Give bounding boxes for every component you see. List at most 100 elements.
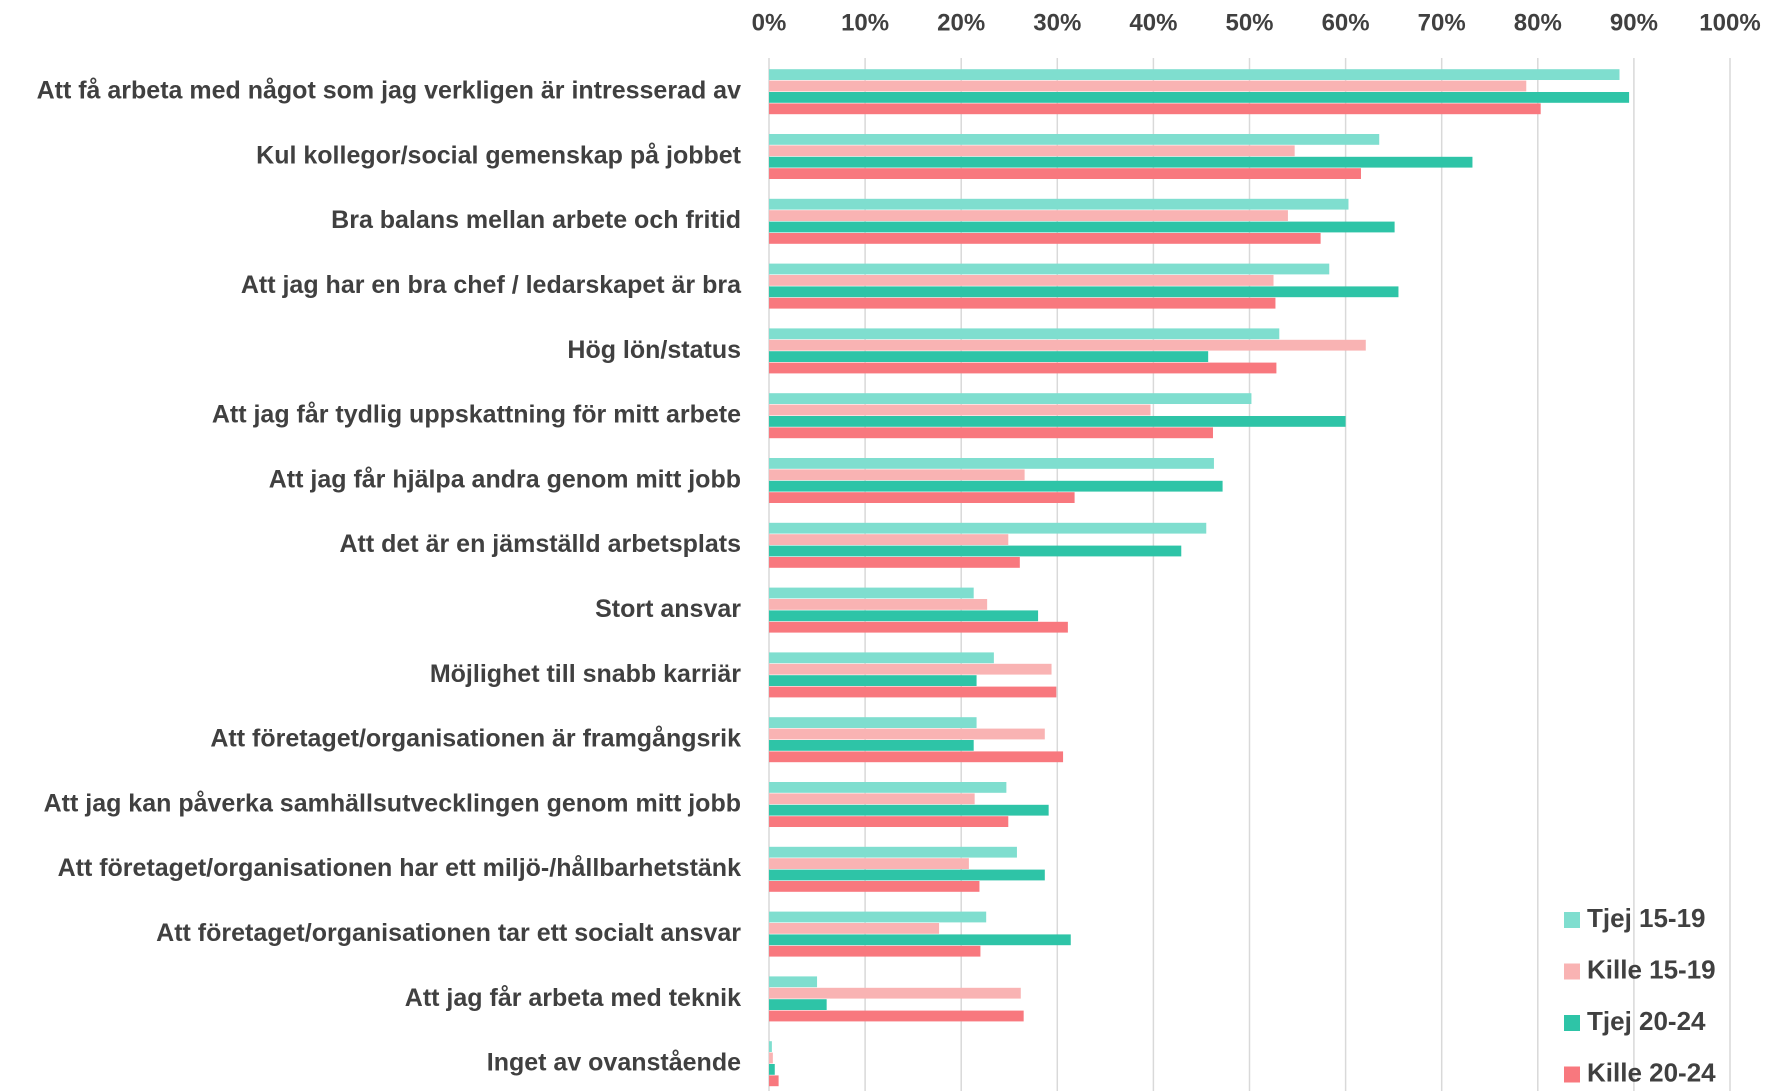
bar xyxy=(769,999,827,1010)
bar xyxy=(769,458,1214,469)
legend-label: Tjej 20-24 xyxy=(1587,1006,1706,1036)
bar xyxy=(769,492,1075,503)
x-tick-label: 40% xyxy=(1129,9,1177,36)
bar xyxy=(769,534,1009,545)
bar xyxy=(769,416,1346,427)
category-label: Att företaget/organisationen är framgång… xyxy=(210,725,741,753)
bar xyxy=(769,881,980,892)
category-label: Kul kollegor/social gemenskap på jobbet xyxy=(256,141,742,169)
bar xyxy=(769,557,1020,568)
legend-swatch xyxy=(1564,1066,1580,1083)
legend-label: Tjej 15-19 xyxy=(1587,903,1706,933)
category-label: Hög lön/status xyxy=(567,336,741,364)
category-label: Att jag får hjälpa andra genom mitt jobb xyxy=(269,465,741,493)
bar xyxy=(769,221,1395,233)
category-label: Att få arbeta med något som jag verklige… xyxy=(37,77,742,105)
bar xyxy=(769,686,1057,698)
bar xyxy=(769,610,1039,622)
bar xyxy=(769,793,975,805)
bar xyxy=(769,987,1021,999)
bar xyxy=(769,869,1045,881)
x-tick-label: 80% xyxy=(1514,9,1562,36)
bar xyxy=(769,804,1049,816)
bar xyxy=(769,545,1182,557)
bar xyxy=(769,404,1151,416)
bar xyxy=(769,233,1321,244)
bar xyxy=(769,728,1045,740)
bar xyxy=(769,1064,775,1075)
category-label: Stort ansvar xyxy=(595,595,741,623)
bar xyxy=(769,103,1541,115)
bar xyxy=(769,652,994,664)
bar xyxy=(769,168,1361,179)
bar xyxy=(769,156,1473,168)
bar xyxy=(769,210,1288,221)
category-label: Inget av ovanstående xyxy=(487,1049,741,1077)
bar xyxy=(769,1010,1024,1022)
bar xyxy=(769,911,987,923)
x-tick-label: 50% xyxy=(1225,9,1273,36)
bar xyxy=(769,740,974,751)
legend-swatch xyxy=(1564,1015,1580,1031)
bar xyxy=(769,286,1399,298)
bar xyxy=(769,976,818,988)
category-label: Att jag får tydlig uppskattning för mitt… xyxy=(212,401,741,429)
bar xyxy=(769,198,1349,210)
bar xyxy=(769,275,1274,286)
bar xyxy=(769,328,1280,340)
legend-label: Kille 20-24 xyxy=(1587,1057,1716,1087)
legend-label: Kille 15-19 xyxy=(1587,954,1716,984)
legend-swatch xyxy=(1564,963,1580,980)
bar xyxy=(769,663,1052,675)
bar xyxy=(769,816,1009,827)
x-tick-label: 30% xyxy=(1033,9,1081,36)
bar xyxy=(769,945,981,957)
legend-swatch xyxy=(1564,912,1580,928)
category-label: Att företaget/organisationen tar ett soc… xyxy=(156,919,741,947)
bar xyxy=(769,297,1276,309)
category-label: Att det är en jämställd arbetsplats xyxy=(339,530,741,558)
x-tick-label: 20% xyxy=(937,9,985,36)
bar xyxy=(769,263,1330,275)
bar xyxy=(769,751,1064,763)
category-label: Att företaget/organisationen har ett mil… xyxy=(58,854,742,882)
bar xyxy=(769,339,1366,351)
category-label: Bra balans mellan arbete och fritid xyxy=(331,206,741,234)
x-tick-label: 10% xyxy=(841,9,889,36)
bar xyxy=(769,621,1068,633)
x-tick-label: 0% xyxy=(752,9,787,36)
x-tick-label: 100% xyxy=(1699,9,1760,36)
bar xyxy=(769,923,940,934)
category-label: Att jag har en bra chef / ledarskapet är… xyxy=(241,271,742,299)
bar xyxy=(769,522,1207,534)
bar xyxy=(769,858,969,869)
bar xyxy=(769,480,1223,492)
bar xyxy=(769,145,1295,157)
bar xyxy=(769,599,988,610)
bar xyxy=(769,587,974,599)
x-tick-label: 60% xyxy=(1322,9,1370,36)
bar xyxy=(769,782,1007,793)
bar xyxy=(769,469,1025,481)
x-tick-label: 90% xyxy=(1610,9,1658,36)
bar xyxy=(769,934,1071,946)
category-label: Möjlighet till snabb karriär xyxy=(430,660,741,688)
bar xyxy=(769,92,1630,103)
bar xyxy=(769,717,977,728)
bar xyxy=(769,393,1252,404)
bar xyxy=(769,134,1380,145)
bar xyxy=(769,675,977,686)
category-label: Att jag kan påverka samhällsutvecklingen… xyxy=(44,789,741,817)
bar xyxy=(769,427,1213,439)
bar xyxy=(769,80,1527,92)
category-label: Att jag får arbeta med teknik xyxy=(405,984,741,1012)
bar xyxy=(769,1052,773,1064)
bar xyxy=(769,1041,772,1052)
x-tick-label: 70% xyxy=(1418,9,1466,36)
bar xyxy=(769,351,1209,362)
bar xyxy=(769,362,1277,374)
bar xyxy=(769,846,1017,858)
bar xyxy=(769,69,1620,80)
bar xyxy=(769,1075,779,1087)
